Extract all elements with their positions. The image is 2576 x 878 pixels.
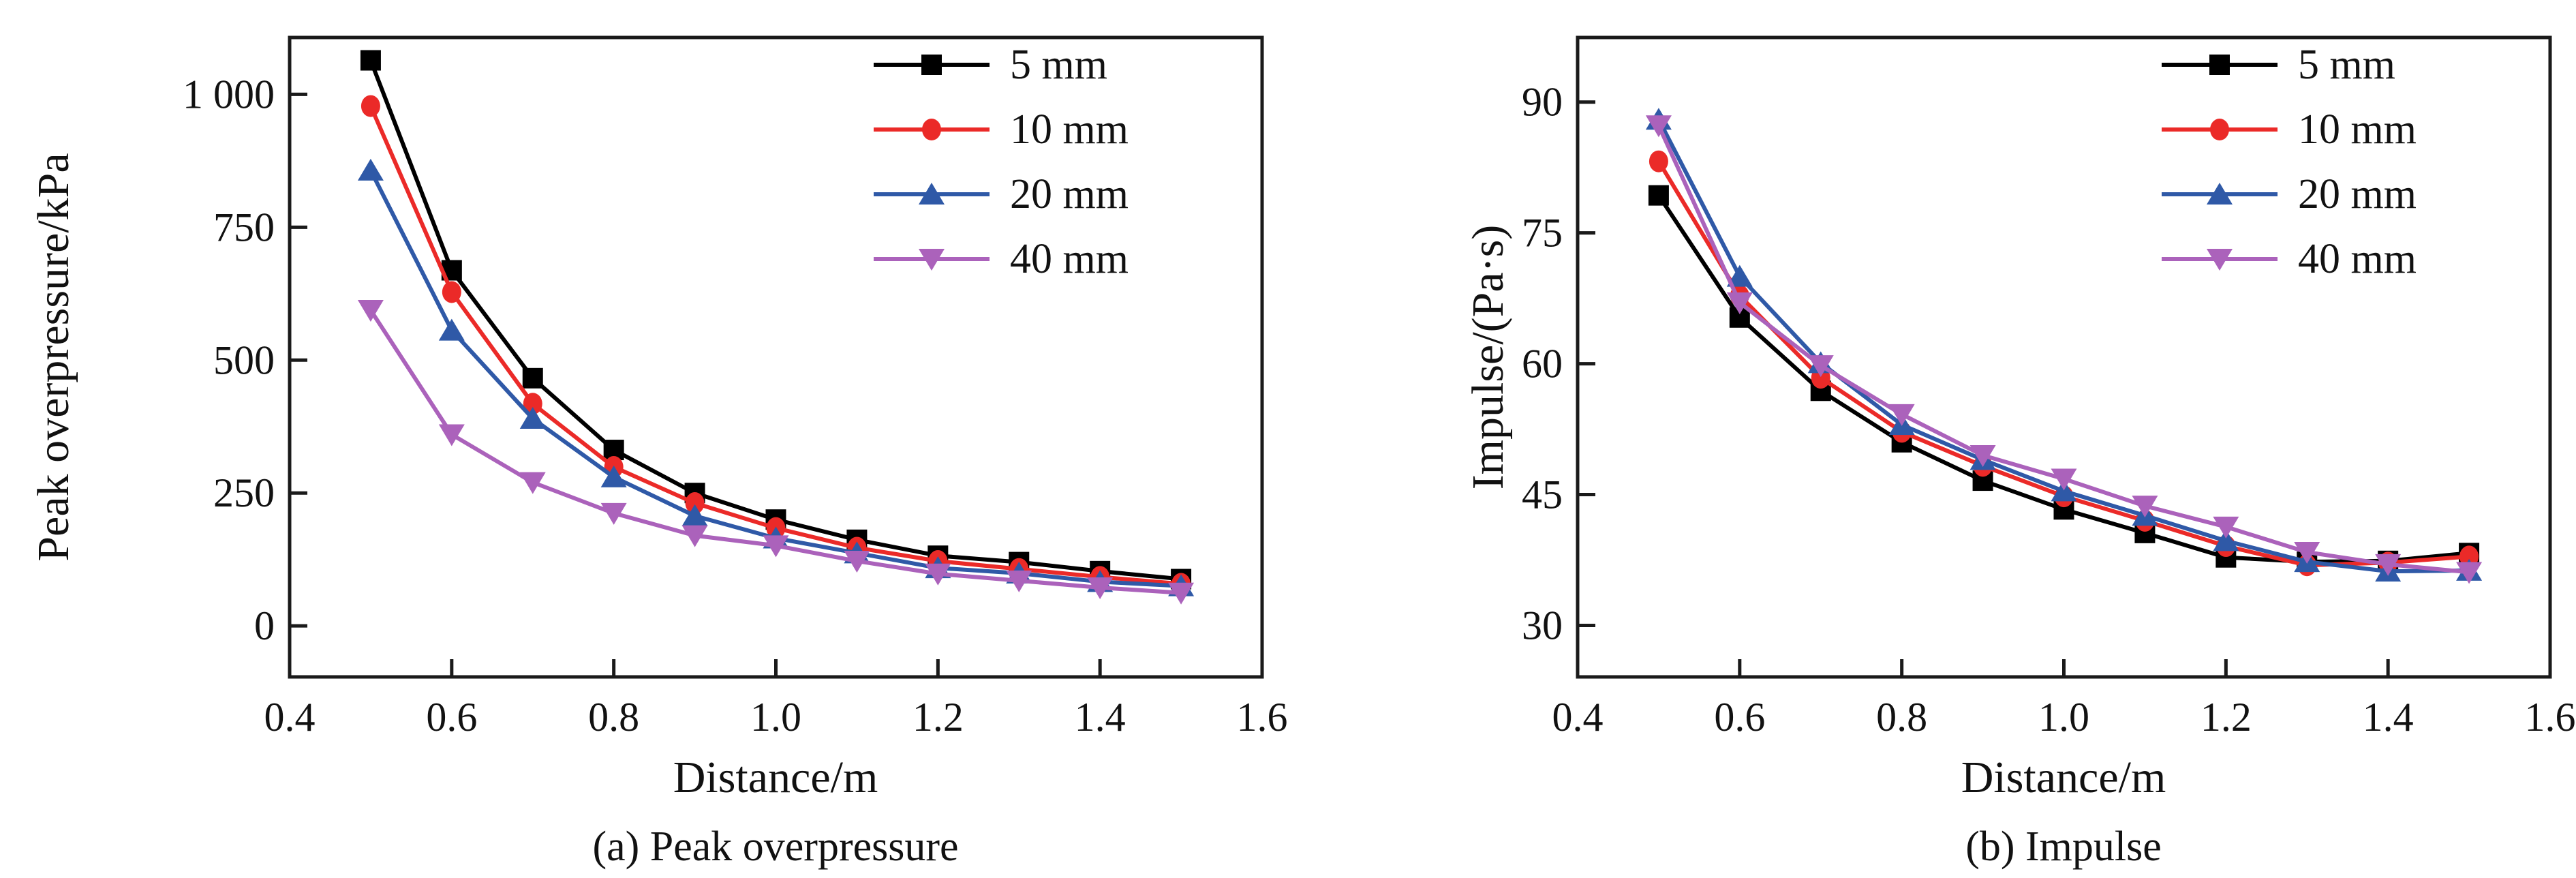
series-40mm-triangle-down-marker xyxy=(1807,355,1834,378)
legend-label: 40 mm xyxy=(1010,236,1129,282)
series-5mm-square-marker xyxy=(1648,185,1669,206)
series-20mm-triangle-up-marker xyxy=(519,407,546,429)
series-40mm-triangle-down-marker xyxy=(357,299,384,322)
x-tick-label: 1.4 xyxy=(1075,695,1126,740)
series-10mm-circle-marker xyxy=(442,281,461,303)
series-10mm-circle-marker xyxy=(685,492,705,515)
legend-triangle-up-marker xyxy=(2207,183,2233,205)
legend-triangle-down-marker xyxy=(919,249,945,271)
x-axis-label: Distance/m xyxy=(673,753,878,802)
chart-peak-overpressure: 0.4 0.6 0.8 1.0 1.2 1.4 1.6 0 250 500 750 1 000 5 mm… xyxy=(29,35,1288,870)
y-tick-label: 750 xyxy=(213,205,275,249)
plot-area-impulse: 0.4 0.6 0.8 1.0 1.2 1.4 1.6 30 45 60 75 90 5 mm 10 mm… xyxy=(1522,35,2576,740)
x-tick-label: 1.4 xyxy=(2363,695,2414,740)
series-40mm-triangle-down-marker xyxy=(2051,468,2077,491)
series-40mm-triangle-down-marker xyxy=(1726,292,1753,315)
y-tick-label: 90 xyxy=(1522,80,1563,125)
x-tick-label: 0.8 xyxy=(588,695,639,740)
legend-label: 10 mm xyxy=(2298,106,2417,153)
legend-triangle-up-marker xyxy=(919,183,945,205)
y-tick-label: 1 000 xyxy=(183,72,275,117)
series-10mm-circle-marker xyxy=(361,95,380,117)
legend-label: 20 mm xyxy=(1010,171,1129,217)
series-40mm-triangle-down-marker xyxy=(2132,496,2158,518)
series-20mm-triangle-up-marker xyxy=(438,318,465,341)
series-20mm-triangle-up-marker xyxy=(357,158,384,181)
legend-label: 5 mm xyxy=(2298,42,2395,88)
y-tick-label: 0 xyxy=(254,603,275,648)
y-axis-label: Peak overpressure/kPa xyxy=(29,153,78,561)
legend-label: 10 mm xyxy=(1010,106,1129,153)
legend-label: 20 mm xyxy=(2298,171,2417,217)
series-40mm-triangle-down-marker xyxy=(681,525,708,547)
x-tick-label: 0.4 xyxy=(1552,695,1604,740)
y-axis-label: Impulse/(Pa·s) xyxy=(1463,225,1513,490)
series-10mm-circle-marker xyxy=(1649,150,1668,172)
x-tick-label: 0.8 xyxy=(1876,695,1927,740)
caption-a: (a) Peak overpressure xyxy=(592,823,958,870)
series-40mm-triangle-down-marker xyxy=(1087,577,1114,600)
series-20mm-triangle-up-marker xyxy=(681,504,708,526)
x-tick-label: 1.6 xyxy=(1237,695,1288,740)
x-tick-label: 1.0 xyxy=(750,695,801,740)
legend-square-marker xyxy=(921,55,942,75)
series-40mm-triangle-down-marker xyxy=(2213,516,2239,539)
series-40mm-triangle-down-marker xyxy=(2375,554,2402,576)
series-40mm-triangle-down-marker xyxy=(1006,570,1032,592)
x-tick-label: 1.2 xyxy=(2201,695,2252,740)
series-20mm-triangle-up-marker xyxy=(1726,264,1753,287)
x-tick-label: 1.6 xyxy=(2525,695,2576,740)
series-40mm-triangle-down-marker xyxy=(1969,444,1996,467)
series-40mm-triangle-down-marker xyxy=(925,563,951,586)
legend-square-marker xyxy=(2209,55,2230,75)
legend-circle-marker xyxy=(922,119,941,140)
series-40mm-triangle-down-marker xyxy=(2456,562,2483,584)
series-40mm-triangle-down-marker xyxy=(844,551,870,573)
series-5mm-square-marker xyxy=(360,50,381,71)
x-tick-label: 1.0 xyxy=(2038,695,2089,740)
y-tick-label: 30 xyxy=(1522,603,1563,648)
series-20mm-triangle-up-marker xyxy=(2213,529,2239,551)
legend-circle-marker xyxy=(2210,119,2229,140)
series-40mm-triangle-down-marker xyxy=(438,424,465,446)
series-5mm-square-marker xyxy=(522,367,543,389)
series-20mm-triangle-up-marker xyxy=(600,465,627,487)
series-40mm-triangle-down-marker xyxy=(600,502,627,525)
series-40mm-triangle-down-marker xyxy=(1888,404,1915,426)
series-40mm-triangle-down-marker xyxy=(1168,582,1195,605)
chart-impulse: 0.4 0.6 0.8 1.0 1.2 1.4 1.6 30 45 60 75 90 5 mm 10 mm… xyxy=(1463,35,2576,870)
series-10mm-circle-marker xyxy=(2459,545,2479,568)
legend-triangle-down-marker xyxy=(2207,249,2233,271)
y-tick-label: 250 xyxy=(213,470,275,515)
caption-b: (b) Impulse xyxy=(1965,823,2162,870)
series-40mm-triangle-down-marker xyxy=(519,472,546,494)
y-tick-label: 75 xyxy=(1522,211,1563,256)
plot-area-peak-overpressure: 0.4 0.6 0.8 1.0 1.2 1.4 1.6 0 250 500 750 1 000 5 mm… xyxy=(183,35,1288,740)
series-40mm-triangle-down-marker xyxy=(763,535,789,558)
x-axis-label: Distance/m xyxy=(1961,753,2166,802)
series-40mm-triangle-down-marker xyxy=(1645,115,1672,138)
x-tick-label: 1.2 xyxy=(913,695,964,740)
y-tick-label: 60 xyxy=(1522,342,1563,387)
y-tick-label: 500 xyxy=(213,337,275,382)
x-tick-label: 0.6 xyxy=(1714,695,1765,740)
legend-label: 40 mm xyxy=(2298,236,2417,282)
x-tick-label: 0.4 xyxy=(264,695,316,740)
legend-label: 5 mm xyxy=(1010,42,1107,88)
series-10mm-circle-marker xyxy=(523,393,542,415)
y-tick-label: 45 xyxy=(1522,472,1563,517)
series-40mm-triangle-down-marker xyxy=(2294,542,2320,564)
x-tick-label: 0.6 xyxy=(426,695,477,740)
